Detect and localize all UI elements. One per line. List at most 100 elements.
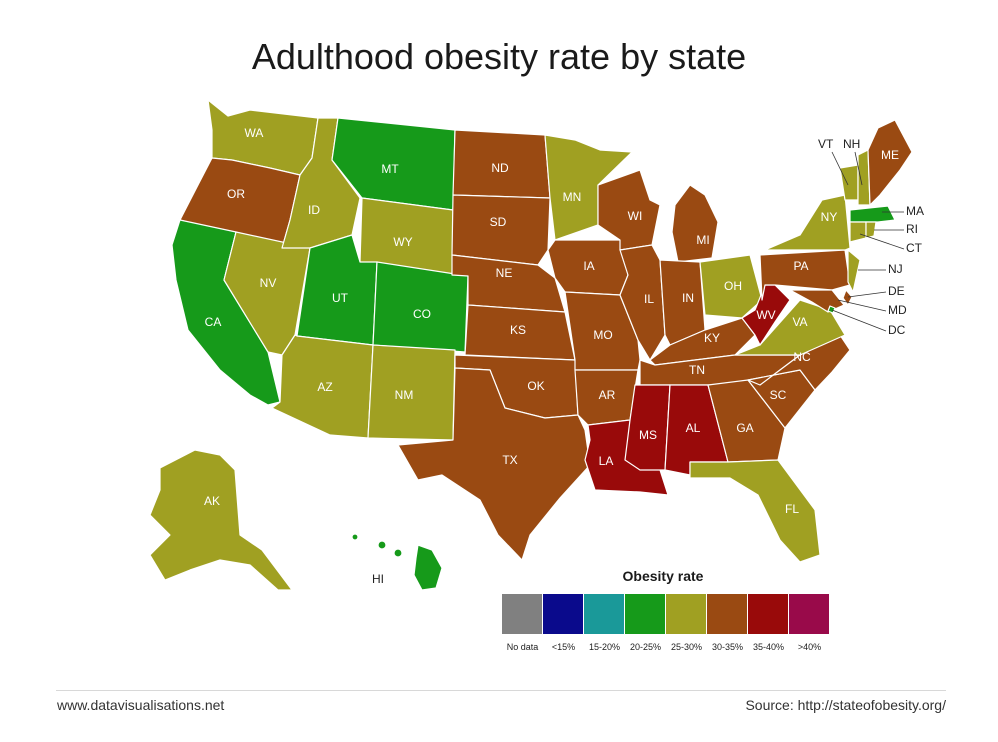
state-DE[interactable] [842, 289, 853, 306]
state-DC[interactable] [827, 305, 836, 314]
label-IL: IL [644, 292, 654, 306]
label-NJ: NJ [888, 262, 903, 276]
label-DE: DE [888, 284, 905, 298]
label-AK: AK [204, 494, 220, 508]
legend-swatch-gt40 [789, 594, 829, 634]
legend-swatch-30to35 [707, 594, 747, 634]
state-RI[interactable] [865, 221, 877, 239]
label-SD: SD [490, 215, 507, 229]
label-KY: KY [704, 331, 720, 345]
label-KS: KS [510, 323, 526, 337]
state-OH[interactable] [699, 254, 763, 319]
label-OH: OH [724, 279, 742, 293]
label-MO: MO [593, 328, 612, 342]
state-TX[interactable] [397, 367, 591, 561]
legend-swatch-nodata [502, 594, 542, 634]
legend-swatch-35to40 [748, 594, 788, 634]
label-PA: PA [793, 259, 808, 273]
state-FL[interactable] [689, 459, 821, 563]
label-NV: NV [260, 276, 277, 290]
label-VT: VT [818, 137, 834, 151]
label-SC: SC [770, 388, 787, 402]
label-CT: CT [906, 241, 923, 255]
label-NC: NC [793, 350, 811, 364]
label-TX: TX [502, 453, 517, 467]
legend-label-nodata: No data [506, 642, 539, 652]
label-NY: NY [821, 210, 838, 224]
hawaii-islet [351, 533, 359, 541]
label-MD: MD [888, 303, 907, 317]
legend-label-15to20: 15-20% [588, 642, 621, 652]
legend-label-20to25: 20-25% [629, 642, 662, 652]
label-MI: MI [696, 233, 709, 247]
leader-CT [859, 233, 905, 250]
legend-swatch-lt15 [543, 594, 583, 634]
label-HI: HI [372, 572, 384, 586]
leader-DC [831, 309, 887, 332]
legend-swatch-20to25 [625, 594, 665, 634]
legend-swatch-15to20 [584, 594, 624, 634]
label-NM: NM [395, 388, 414, 402]
label-MS: MS [639, 428, 657, 442]
state-CT[interactable] [849, 221, 867, 243]
state-NJ[interactable] [847, 249, 861, 293]
state-VT[interactable] [839, 164, 859, 201]
label-AR: AR [599, 388, 616, 402]
label-AL: AL [686, 421, 701, 435]
label-CO: CO [413, 307, 431, 321]
legend-label-lt15: <15% [551, 642, 576, 652]
label-AZ: AZ [317, 380, 332, 394]
label-TN: TN [689, 363, 705, 377]
state-SD[interactable] [451, 194, 551, 266]
leader-NH [854, 151, 863, 186]
legend-labels: No data <15% 15-20% 20-25% 25-30% 30-35% 35-40… [502, 642, 830, 652]
footer-source: Source: http://stateofobesity.org/ [745, 697, 946, 713]
label-ID: ID [308, 203, 320, 217]
label-GA: GA [736, 421, 753, 435]
map-title: Adulthood obesity rate by state [251, 36, 747, 77]
label-VA: VA [792, 315, 807, 329]
label-MA: MA [906, 204, 924, 218]
footer-site-credit: www.datavisualisations.net [57, 697, 225, 713]
label-WA: WA [245, 126, 264, 140]
label-CA: CA [205, 315, 222, 329]
footer-divider [56, 690, 946, 691]
leader-VT [831, 151, 849, 186]
label-MT: MT [381, 162, 399, 176]
label-UT: UT [332, 291, 349, 305]
label-WI: WI [628, 209, 643, 223]
state-ME[interactable] [867, 119, 913, 206]
state-MI[interactable] [671, 184, 719, 263]
label-NH: NH [843, 137, 860, 151]
label-IA: IA [583, 259, 594, 273]
legend-label-25to30: 25-30% [670, 642, 703, 652]
legend-label-gt40: >40% [797, 642, 822, 652]
label-LA: LA [599, 454, 614, 468]
hawaii-islet [377, 540, 387, 550]
state-NE[interactable] [451, 254, 566, 313]
state-WV[interactable] [741, 284, 791, 346]
hawaii-islet [393, 548, 403, 558]
label-ME: ME [881, 148, 899, 162]
leader-MD [837, 299, 887, 312]
state-AK[interactable] [149, 449, 293, 591]
leader-DE [847, 291, 887, 298]
label-RI: RI [906, 222, 918, 236]
legend-label-35to40: 35-40% [752, 642, 785, 652]
label-NE: NE [496, 266, 513, 280]
legend-swatches [502, 594, 830, 634]
state-GA[interactable] [707, 379, 786, 463]
legend-swatch-25to30 [666, 594, 706, 634]
label-WY: WY [393, 235, 412, 249]
legend-title: Obesity rate [622, 568, 704, 584]
label-ND: ND [491, 161, 509, 175]
state-PA[interactable] [759, 249, 851, 301]
legend-label-30to35: 30-35% [711, 642, 744, 652]
label-OR: OR [227, 187, 245, 201]
label-MN: MN [563, 190, 582, 204]
label-IN: IN [682, 291, 694, 305]
label-WV: WV [756, 308, 775, 322]
state-HI[interactable] [413, 544, 443, 591]
state-MA[interactable] [849, 205, 896, 223]
